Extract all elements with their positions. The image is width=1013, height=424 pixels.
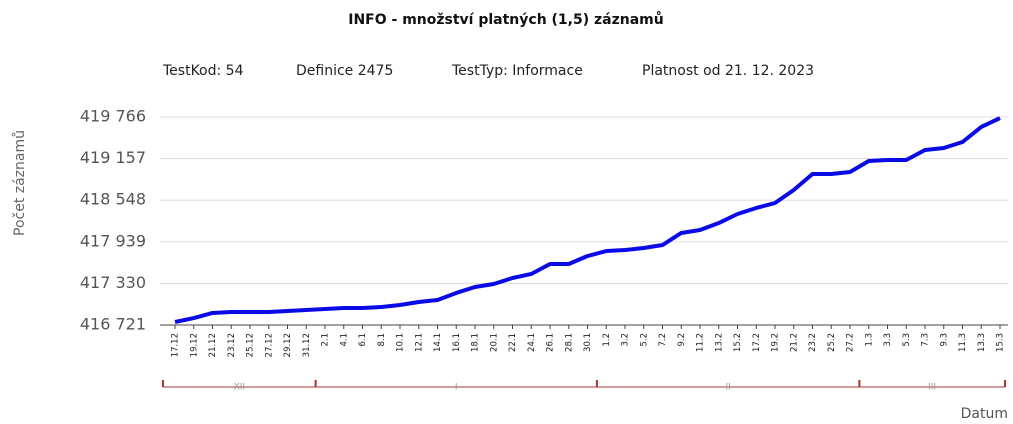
y-tick-label: 419 766 bbox=[80, 107, 146, 126]
x-tick-label: 27.2 bbox=[846, 333, 856, 352]
y-tick-label: 417 939 bbox=[80, 231, 146, 250]
x-tick-label: 20.1 bbox=[489, 333, 499, 352]
y-tick-label: 419 157 bbox=[80, 148, 146, 167]
info-item: TestTyp: Informace bbox=[451, 63, 583, 79]
group-label: I bbox=[455, 383, 458, 393]
x-tick-label: 17.2 bbox=[752, 333, 762, 352]
x-tick-label: 12.1 bbox=[414, 333, 424, 352]
x-tick-label: 19.2 bbox=[771, 333, 781, 352]
info-item: TestKod: 54 bbox=[162, 63, 244, 79]
x-tick-label: 26.1 bbox=[546, 333, 556, 352]
group-label: III bbox=[928, 383, 936, 393]
y-tick-label: 417 330 bbox=[80, 273, 146, 292]
x-tick-label: 10.1 bbox=[396, 333, 406, 352]
group-label: XII bbox=[234, 383, 245, 393]
x-tick-label: 9.2 bbox=[677, 333, 687, 347]
x-axis-label: Datum bbox=[961, 406, 1008, 422]
x-tick-label: 1.3 bbox=[864, 333, 874, 347]
x-tick-label: 1.2 bbox=[602, 333, 612, 347]
x-tick-label: 19.12 bbox=[189, 333, 199, 357]
x-tick-label: 28.1 bbox=[564, 333, 574, 352]
x-tick-label: 25.2 bbox=[827, 333, 837, 352]
x-tick-label: 2.1 bbox=[321, 333, 331, 347]
x-tick-label: 30.1 bbox=[583, 333, 593, 352]
x-tick-label: 31.12 bbox=[302, 333, 312, 357]
line-series bbox=[174, 116, 1001, 324]
x-tick-label: 13.2 bbox=[714, 333, 724, 352]
x-tick-label: 13.3 bbox=[977, 333, 987, 352]
info-item: Definice 2475 bbox=[296, 63, 393, 79]
x-tick-label: 15.3 bbox=[996, 333, 1006, 352]
x-tick-label: 7.2 bbox=[658, 333, 668, 347]
y-axis-label: Počet záznamů bbox=[12, 130, 28, 236]
y-tick-label: 418 548 bbox=[80, 190, 146, 209]
info-item: Platnost od 21. 12. 2023 bbox=[642, 63, 814, 79]
x-tick-label: 24.1 bbox=[527, 333, 537, 352]
x-tick-label: 21.2 bbox=[789, 333, 799, 352]
x-tick-label: 8.1 bbox=[377, 333, 387, 347]
x-tick-label: 29.12 bbox=[283, 333, 293, 357]
x-tick-label: 9.3 bbox=[939, 333, 949, 347]
x-tick-label: 15.2 bbox=[733, 333, 743, 352]
x-tick-label: 25.12 bbox=[246, 333, 256, 357]
x-tick-label: 21.12 bbox=[208, 333, 218, 357]
x-tick-label: 6.1 bbox=[358, 333, 368, 347]
y-tick-label: 416 721 bbox=[80, 315, 146, 334]
x-tick-label: 18.1 bbox=[471, 333, 481, 352]
x-tick-label: 23.12 bbox=[227, 333, 237, 357]
x-tick-label: 3.3 bbox=[883, 333, 893, 347]
x-tick-label: 11.3 bbox=[958, 333, 968, 352]
x-tick-label: 16.1 bbox=[452, 333, 462, 352]
group-label: II bbox=[725, 383, 730, 393]
x-tick-label: 14.1 bbox=[433, 333, 443, 352]
x-tick-label: 3.2 bbox=[621, 333, 631, 347]
x-tick-label: 27.12 bbox=[264, 333, 274, 357]
chart-title: INFO - množství platných (1,5) záznamů bbox=[348, 11, 663, 28]
x-tick-label: 4.1 bbox=[339, 333, 349, 347]
x-tick-label: 23.2 bbox=[808, 333, 818, 352]
x-tick-label: 5.3 bbox=[902, 333, 912, 347]
x-tick-label: 11.2 bbox=[696, 333, 706, 352]
x-tick-label: 22.1 bbox=[508, 333, 518, 352]
x-tick-label: 5.2 bbox=[639, 333, 649, 347]
x-tick-label: 7.3 bbox=[921, 333, 931, 347]
x-tick-label: 17.12 bbox=[171, 333, 181, 357]
